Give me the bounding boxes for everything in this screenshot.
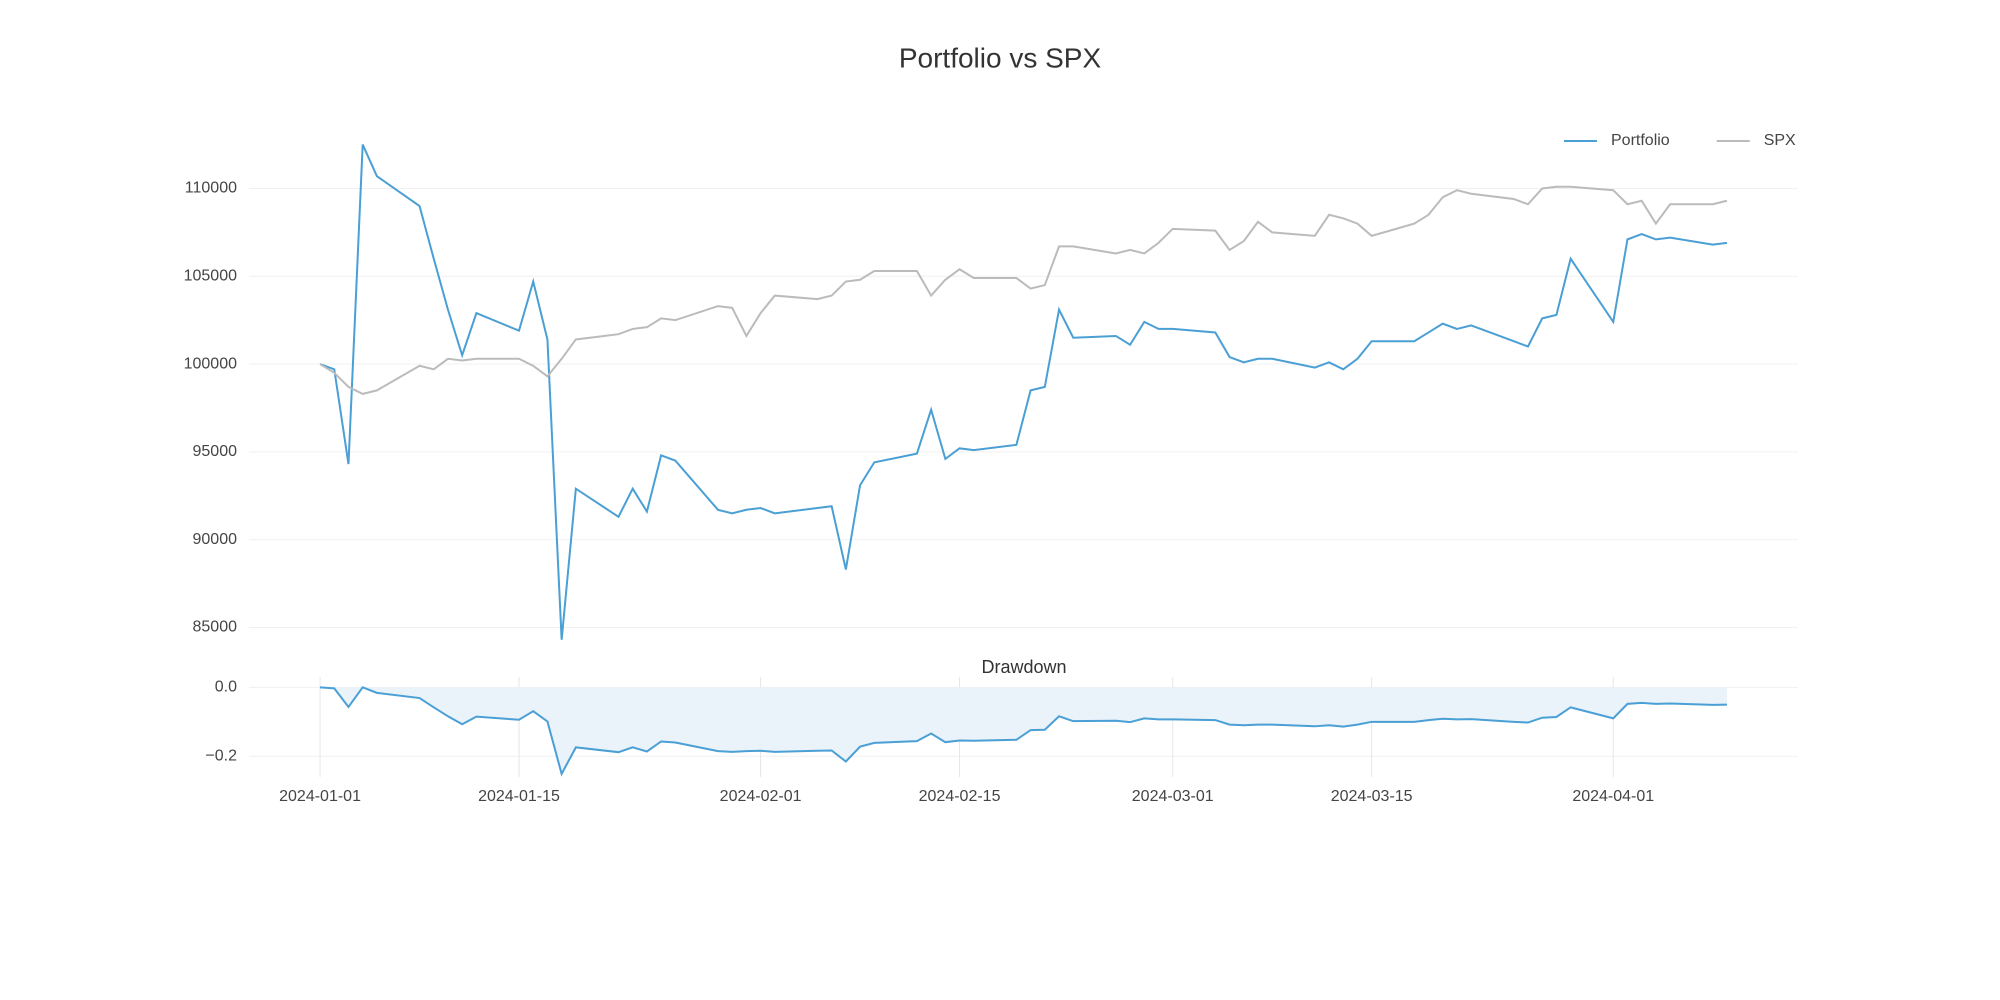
- y-tick-label: 0.0: [215, 679, 237, 696]
- y-tick-label: 90000: [193, 531, 238, 548]
- x-tick-label: 2024-01-01: [279, 788, 361, 805]
- x-tick-label: 2024-03-01: [1132, 788, 1214, 805]
- x-tick-label: 2024-03-15: [1331, 788, 1413, 805]
- area-line: [319, 686, 1727, 777]
- x-tick-label: 2024-04-01: [1572, 788, 1654, 805]
- y-tick-label: −0.2: [205, 748, 237, 765]
- series-line: [319, 144, 1728, 640]
- y-tick-label: 105000: [184, 267, 237, 284]
- x-tick-label: 2024-02-15: [919, 788, 1001, 805]
- subplot-title: Drawdown: [981, 657, 1066, 677]
- x-tick-label: 2024-01-15: [478, 788, 560, 805]
- legend-label: Portfolio: [1611, 132, 1670, 149]
- chart-title: Portfolio vs SPX: [899, 42, 1102, 73]
- y-tick-label: 95000: [193, 443, 238, 460]
- y-tick-label: 100000: [184, 355, 237, 372]
- x-tick-label: 2024-02-01: [720, 788, 802, 805]
- series-line: [319, 185, 1728, 395]
- legend-label: SPX: [1764, 132, 1796, 149]
- y-tick-label: 110000: [185, 180, 237, 197]
- area-fill: [320, 687, 1727, 774]
- y-tick-label: 85000: [193, 619, 238, 636]
